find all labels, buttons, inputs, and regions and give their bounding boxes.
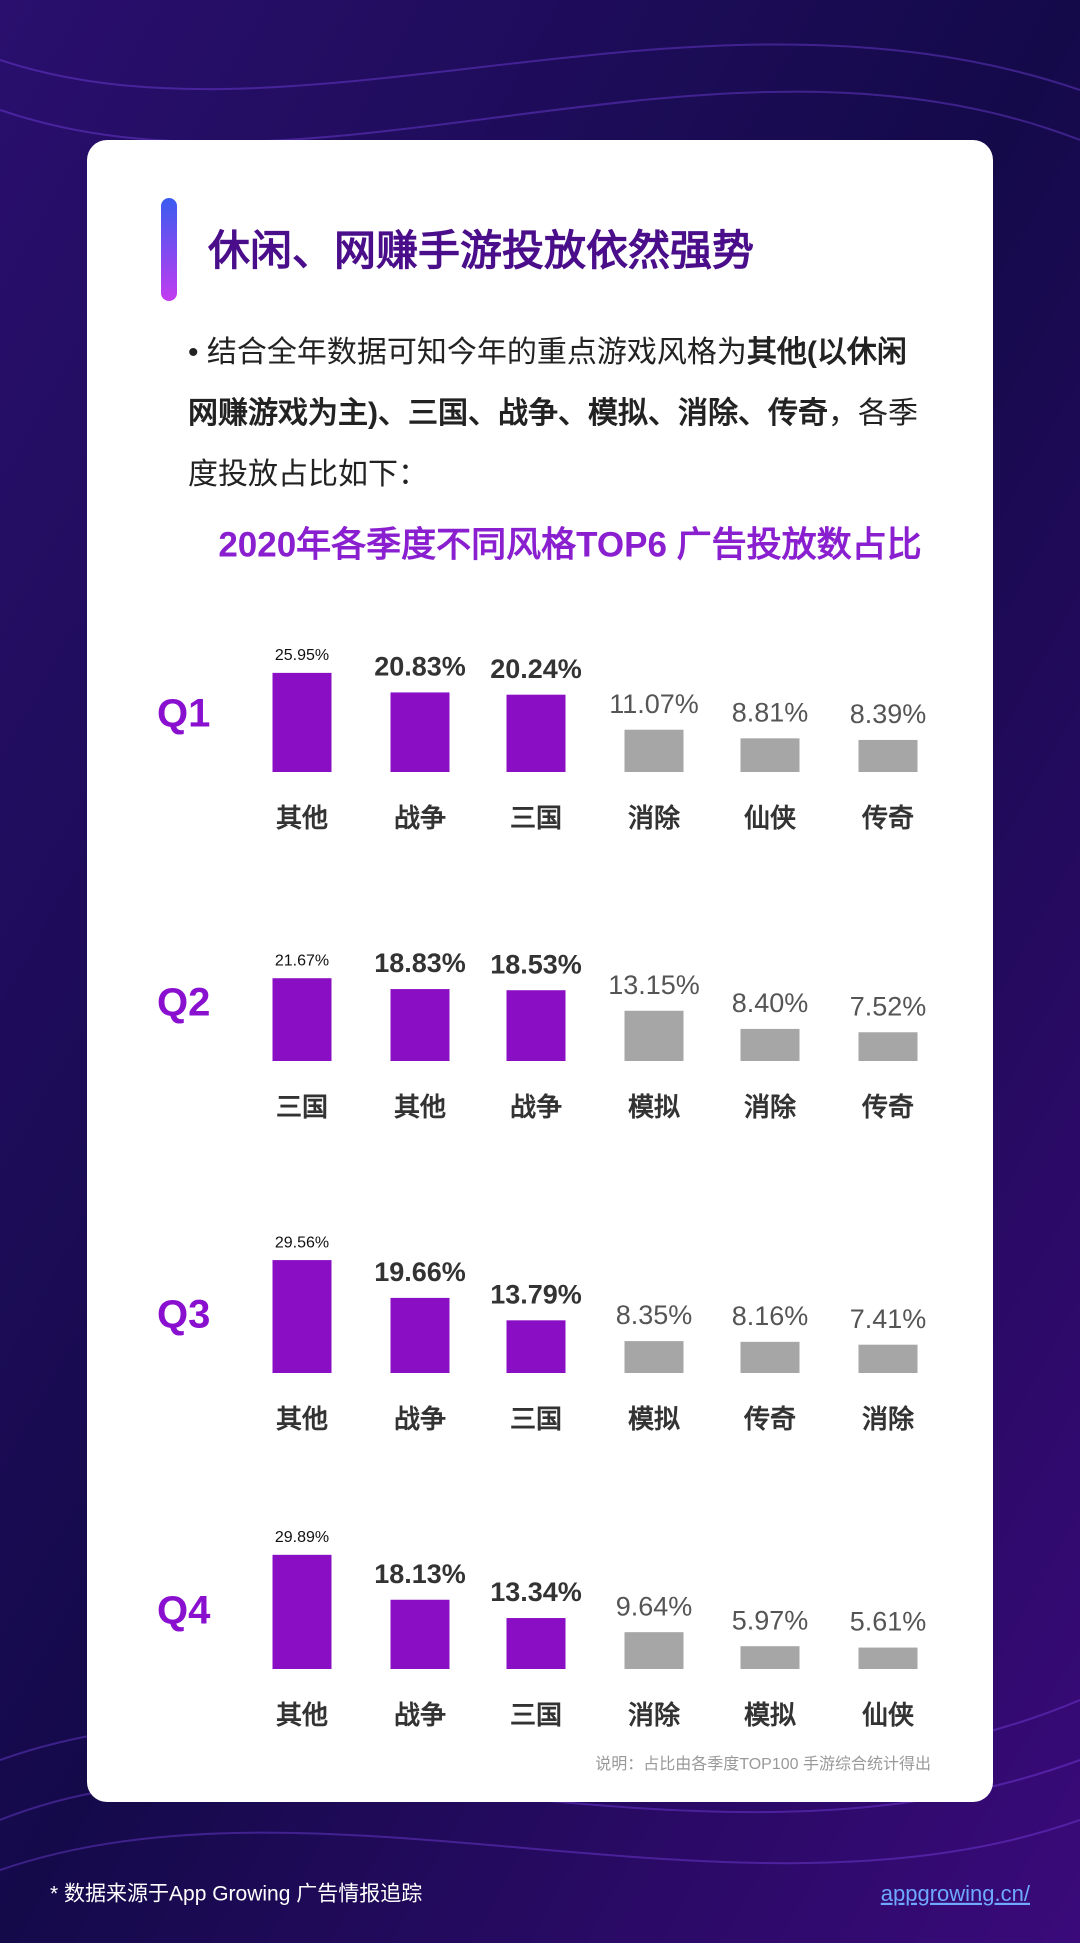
category-label: 其他 [276, 803, 328, 833]
category-label: 三国 [510, 803, 562, 833]
chart-heading: 2020年各季度不同风格TOP6 广告投放数占比 [218, 524, 921, 564]
category-label: 其他 [394, 1092, 446, 1122]
bar [624, 1010, 684, 1061]
chart-title: Q1 [157, 692, 210, 736]
value-label: 8.81% [732, 697, 809, 727]
title-accent [161, 198, 177, 301]
value-label: 21.67% [275, 952, 329, 969]
value-label: 20.24% [490, 654, 582, 684]
value-label: 7.41% [850, 1304, 927, 1334]
value-label: 5.97% [732, 1605, 809, 1635]
chart-title: Q2 [157, 981, 210, 1025]
category-label: 仙侠 [862, 1700, 915, 1730]
value-label: 18.13% [374, 1559, 466, 1589]
category-label: 战争 [394, 803, 446, 833]
bar [624, 1632, 684, 1669]
bullet-text-part: • 结合全年数据可知今年的重点游戏风格为 [188, 336, 747, 369]
bar [740, 1028, 800, 1061]
category-label: 战争 [394, 1404, 446, 1434]
category-label: 三国 [276, 1092, 328, 1122]
bar [506, 1320, 566, 1373]
footer-url[interactable]: appgrowing.cn/ [881, 1881, 1031, 1906]
card [87, 140, 993, 1802]
category-label: 消除 [628, 803, 681, 833]
value-label: 20.83% [374, 652, 466, 682]
bar [624, 1341, 684, 1373]
bar [624, 729, 684, 772]
bar [858, 1647, 918, 1669]
category-label: 战争 [394, 1700, 446, 1730]
value-label: 13.15% [608, 970, 700, 1000]
value-label: 8.16% [732, 1301, 809, 1331]
category-label: 消除 [862, 1404, 915, 1434]
value-label: 7.52% [850, 991, 927, 1021]
bar [272, 1260, 332, 1373]
category-label: 仙侠 [744, 803, 797, 833]
bar [390, 1599, 450, 1669]
value-label: 29.89% [275, 1529, 329, 1546]
bar [858, 739, 918, 772]
category-label: 消除 [744, 1092, 797, 1122]
bar [858, 1032, 918, 1061]
value-label: 18.53% [490, 949, 582, 979]
category-label: 传奇 [861, 1092, 914, 1122]
bar [390, 989, 450, 1061]
title: 休闲、网赚手游投放依然强势 [207, 227, 754, 274]
note: 说明：占比由各季度TOP100 手游综合统计得出 [595, 1755, 931, 1773]
value-label: 29.56% [275, 1234, 329, 1251]
value-label: 9.64% [616, 1591, 693, 1621]
value-label: 8.40% [732, 988, 809, 1018]
category-label: 三国 [510, 1700, 562, 1730]
category-label: 消除 [628, 1700, 681, 1730]
category-label: 其他 [276, 1700, 328, 1730]
bullet-text-bold: 其他(以休闲网赚游戏为主)、三国、战争、模拟、消除、传奇 [188, 336, 907, 430]
value-label: 13.34% [490, 1577, 582, 1607]
category-label: 模拟 [628, 1404, 680, 1434]
bar [390, 1297, 450, 1373]
category-label: 传奇 [861, 803, 914, 833]
value-label: 8.35% [616, 1300, 693, 1330]
chart-title: Q3 [157, 1293, 210, 1337]
footer-source: * 数据来源于App Growing 广告情报追踪 [50, 1883, 422, 1906]
chart-title: Q4 [157, 1589, 211, 1633]
value-label: 11.07% [609, 689, 699, 719]
bullet-text: • 结合全年数据可知今年的重点游戏风格为其他(以休闲网赚游戏为主)、三国、战争、… [188, 322, 933, 505]
category-label: 传奇 [743, 1404, 796, 1434]
value-label: 18.83% [374, 948, 466, 978]
value-label: 8.39% [850, 699, 927, 729]
bar [858, 1344, 918, 1373]
value-label: 19.66% [374, 1257, 466, 1287]
bar [272, 1554, 332, 1669]
category-label: 三国 [510, 1404, 562, 1434]
bar [506, 990, 566, 1061]
bar [740, 1341, 800, 1373]
value-label: 5.61% [850, 1607, 927, 1637]
bar [740, 738, 800, 772]
bar [740, 1646, 800, 1669]
value-label: 13.79% [490, 1279, 582, 1309]
bar [506, 694, 566, 772]
category-label: 其他 [276, 1404, 328, 1434]
value-label: 25.95% [275, 647, 329, 664]
bullet-text-part: ，各季度投放占比如下： [188, 397, 918, 491]
bar [272, 978, 332, 1061]
category-label: 模拟 [744, 1700, 796, 1730]
category-label: 模拟 [628, 1092, 680, 1122]
bar [506, 1618, 566, 1669]
bar [272, 672, 332, 772]
bar [390, 692, 450, 772]
category-label: 战争 [510, 1092, 562, 1122]
